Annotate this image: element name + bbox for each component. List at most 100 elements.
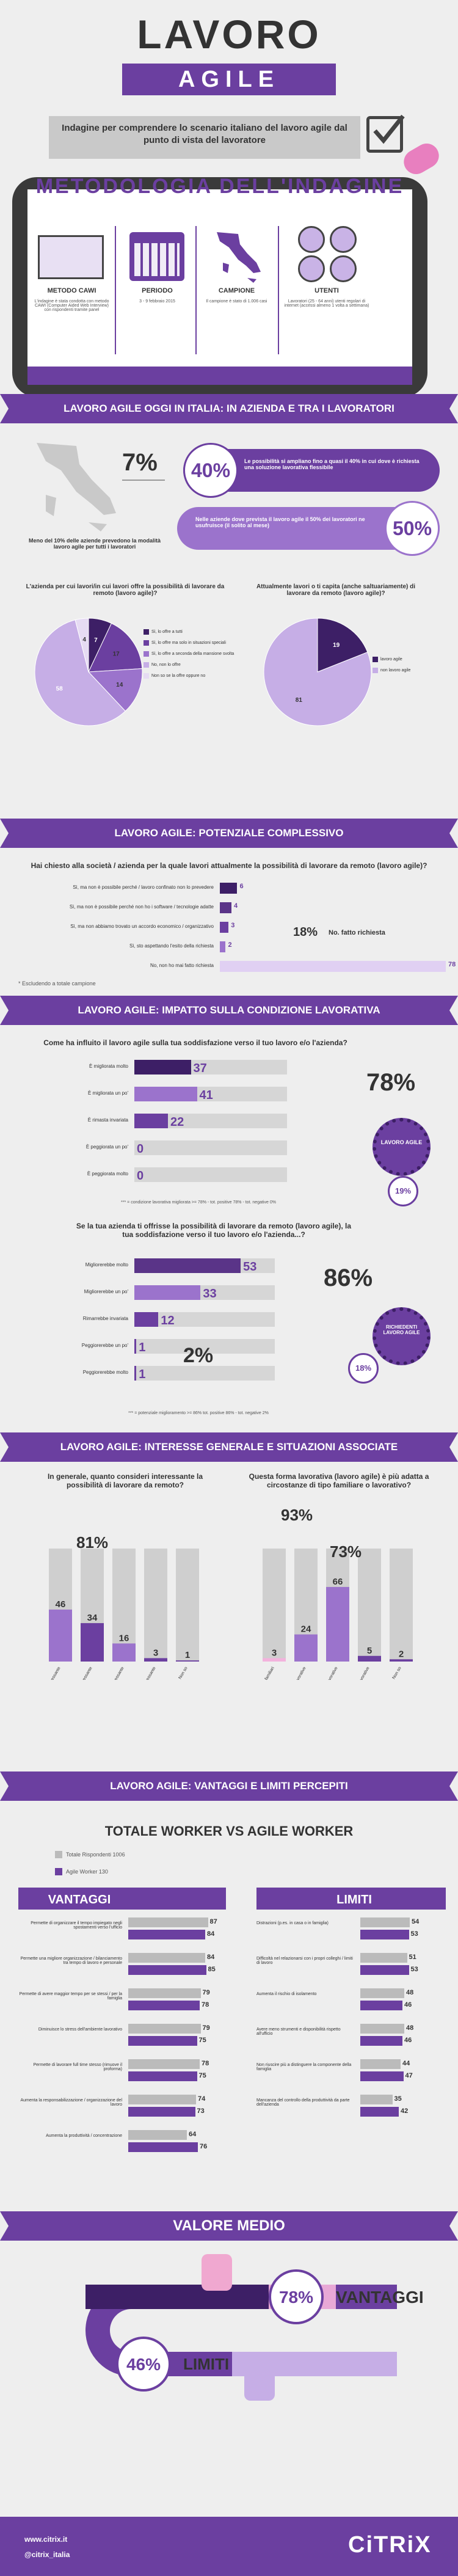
pair-label: Avere meno strumenti e disponibilità ris… <box>256 2027 341 2036</box>
bar-label: Sì, sto aspettando l'esito della richies… <box>129 943 214 949</box>
bar-row: Peggiorerebbe molto 1 <box>0 1366 458 1381</box>
bar <box>358 1655 381 1662</box>
s4-question2: Questa forma lavorativa (lavoro agile) è… <box>249 1472 429 1489</box>
legend-item: Non so se la offre oppure no <box>144 673 235 679</box>
bar-value: 78 <box>448 961 456 968</box>
legend-total: Totale Rispondenti 1006 <box>66 1852 125 1858</box>
pair-value: 74 <box>198 2095 206 2103</box>
legend-total-swatch <box>55 1851 62 1858</box>
bar <box>220 902 231 913</box>
pair-value: 42 <box>401 2107 409 2115</box>
pair-row: Aumenta la responsabilizzazione / organi… <box>18 2092 238 2124</box>
bar <box>134 1087 197 1101</box>
limiti-header-box <box>256 1888 446 1910</box>
badge1-text: LAVORO AGILE <box>380 1139 423 1145</box>
citrix-logo: CiTRiX <box>348 2532 432 2558</box>
pair-row: Non riuscire più a distinguere la compon… <box>256 2057 452 2089</box>
bar-category: Né familiari né lavorative <box>343 1666 370 1680</box>
pair-value: 78 <box>202 2060 209 2067</box>
legend-item: Sì, lo offre a seconda della mansione sv… <box>144 651 235 657</box>
footer-site[interactable]: www.citrix.it <box>24 2535 68 2544</box>
bar <box>220 883 238 894</box>
pair-value: 78 <box>202 2001 209 2009</box>
bar-track <box>134 1167 287 1182</box>
bar-value: 0 <box>137 1169 144 1183</box>
pair-value: 44 <box>402 2060 410 2067</box>
pie2-question: Attualmente lavori o ti capita (anche sa… <box>256 583 416 597</box>
legend-label: No, non lo offre <box>151 663 181 667</box>
intro-box <box>49 116 360 159</box>
stat-40-text: Le possibilità si ampliano fino a quasi … <box>244 458 420 470</box>
calendar-grid <box>134 243 180 276</box>
pair-label: Diminuisce lo stress dell'ambiente lavor… <box>38 2027 122 2032</box>
pair-value: 73 <box>197 2107 205 2115</box>
v1-label: VANTAGGI <box>336 2288 424 2307</box>
legend-label: non lavoro agile <box>380 668 411 673</box>
pie-slice <box>88 622 143 673</box>
bar-row: No, non ho mai fatto richiesta 78 <box>0 961 458 972</box>
bar <box>220 941 226 952</box>
user-icon-4 <box>330 255 357 282</box>
footer-twitter[interactable]: @citrix_italia <box>24 2550 70 2559</box>
pair-row: Mancanza del controllo della produttivit… <box>256 2092 452 2124</box>
bar-value: 5 <box>367 1646 372 1656</box>
pair-value: 48 <box>406 1989 414 1996</box>
divider-2 <box>195 226 197 354</box>
bar-value: 3 <box>231 922 235 929</box>
pair-row: Avere meno strumenti e disponibilità ris… <box>256 2021 452 2053</box>
legend-swatch <box>144 673 149 679</box>
pair-bar <box>360 2071 404 2081</box>
bar-track <box>134 1339 275 1354</box>
legend-label: Sì, lo offre ma solo in situazioni speci… <box>151 641 227 645</box>
legend-item: non lavoro agile <box>373 668 446 673</box>
s5-title: TOTALE WORKER VS AGILE WORKER <box>104 1823 354 1839</box>
stat-50-text: Nelle aziende dove prevista il lavoro ag… <box>195 516 365 528</box>
pair-label: Permette di organizzare il tempo impiega… <box>31 1921 122 1930</box>
legend-agile-swatch <box>55 1868 62 1875</box>
bar-category: Sia familiari che lavorative <box>278 1666 307 1680</box>
bar-value: 1 <box>139 1341 146 1354</box>
s3-foot1: *** = condizione lavorativa migliorata >… <box>121 1200 276 1205</box>
s3-foot2: *** = potenziale miglioramento >= 86% to… <box>128 1411 269 1415</box>
footer <box>0 2517 458 2576</box>
tablet-purple-band <box>27 367 412 385</box>
bar-track <box>176 1549 199 1662</box>
pair-label: Distrazioni (p.es. in casa o in famiglia… <box>256 1921 329 1925</box>
pair-bar <box>128 1965 206 1975</box>
bar-value: 0 <box>137 1142 144 1156</box>
page-subtitle: AGILE <box>122 64 336 95</box>
bar-value: 3 <box>272 1647 277 1658</box>
v2-label: LIMITI <box>183 2355 230 2373</box>
section6-banner: VALORE MEDIO <box>0 2211 458 2241</box>
bar-row: Peggiorerebbe un po' 1 <box>0 1339 458 1354</box>
bar-value: 24 <box>301 1624 311 1635</box>
bar-label: È peggiorata molto <box>87 1171 128 1177</box>
badge2 <box>373 1307 431 1365</box>
thumbs-down-icon <box>244 2364 275 2401</box>
bar-label: Sì, ma non abbiamo trovato un accordo ec… <box>70 924 214 929</box>
bar <box>134 1366 137 1381</box>
bar <box>144 1658 167 1662</box>
arc-track-dark <box>85 2285 269 2309</box>
tablet-screen <box>27 189 412 385</box>
s3-barchart2: Migliorerebbe molto 53 Migliorerebbe un po… <box>0 1252 458 1405</box>
legend-item: lavoro agile <box>373 657 446 662</box>
bar-value: 46 <box>56 1599 66 1610</box>
bar-track <box>112 1549 136 1662</box>
pair-bar <box>360 2001 402 2010</box>
pair-bar <box>128 2107 195 2117</box>
pair-value: 51 <box>409 1954 416 1961</box>
campione-label: CAMPIONE <box>218 287 255 294</box>
pair-bar <box>128 2036 197 2046</box>
stat-50-circle <box>385 501 440 556</box>
legend-agile: Agile Worker 130 <box>66 1869 108 1875</box>
legend-label: Sì, lo offre a seconda della mansione sv… <box>151 652 234 656</box>
legend-swatch <box>373 657 378 662</box>
bar-row: Sì, sto aspettando l'esito della richies… <box>0 941 458 952</box>
pie-slice <box>87 668 143 712</box>
bar-value: 2 <box>399 1649 404 1659</box>
pie-label: 19 <box>333 642 340 649</box>
bar-value: 33 <box>203 1287 217 1301</box>
pair-bar <box>360 2024 404 2034</box>
bar-value: 34 <box>87 1613 98 1623</box>
